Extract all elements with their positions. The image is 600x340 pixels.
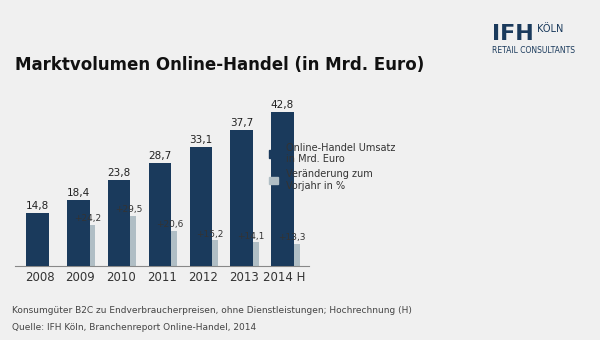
Text: 37,7: 37,7 <box>230 118 253 128</box>
Text: 18,4: 18,4 <box>67 188 90 198</box>
Bar <box>121 216 136 266</box>
Bar <box>80 225 95 266</box>
Text: +29,5: +29,5 <box>115 205 142 214</box>
Bar <box>67 200 89 266</box>
Bar <box>230 130 253 266</box>
Bar <box>271 112 294 266</box>
Text: +15,2: +15,2 <box>197 230 224 239</box>
Text: RETAIL CONSULTANTS: RETAIL CONSULTANTS <box>492 46 575 55</box>
Text: 42,8: 42,8 <box>271 100 294 110</box>
Text: IFH: IFH <box>492 24 534 44</box>
Bar <box>108 180 130 266</box>
Bar <box>202 240 218 266</box>
Bar <box>284 244 299 266</box>
Bar <box>190 147 212 266</box>
Text: 28,7: 28,7 <box>148 151 172 161</box>
Text: 14,8: 14,8 <box>26 201 49 211</box>
Text: +13,3: +13,3 <box>278 233 305 242</box>
Text: +14,1: +14,1 <box>238 232 265 240</box>
Bar <box>26 213 49 266</box>
Text: 33,1: 33,1 <box>189 135 212 145</box>
Text: +24,2: +24,2 <box>74 214 101 223</box>
Text: +20,6: +20,6 <box>155 220 183 230</box>
Text: KÖLN: KÖLN <box>537 24 563 34</box>
Text: 23,8: 23,8 <box>107 168 131 179</box>
Bar <box>161 231 177 266</box>
Text: Konsumgüter B2C zu Endverbraucherpreisen, ohne Dienstleistungen; Hochrechnung (H: Konsumgüter B2C zu Endverbraucherpreisen… <box>12 306 412 315</box>
Bar <box>244 242 259 266</box>
Text: Quelle: IFH Köln, Branchenreport Online-Handel, 2014: Quelle: IFH Köln, Branchenreport Online-… <box>12 323 256 332</box>
Legend: Online-Handel Umsatz
in Mrd. Euro, Veränderung zum
Vorjahr in %: Online-Handel Umsatz in Mrd. Euro, Verän… <box>266 140 398 193</box>
Text: Marktvolumen Online-Handel (in Mrd. Euro): Marktvolumen Online-Handel (in Mrd. Euro… <box>15 56 424 74</box>
Bar <box>149 163 171 266</box>
